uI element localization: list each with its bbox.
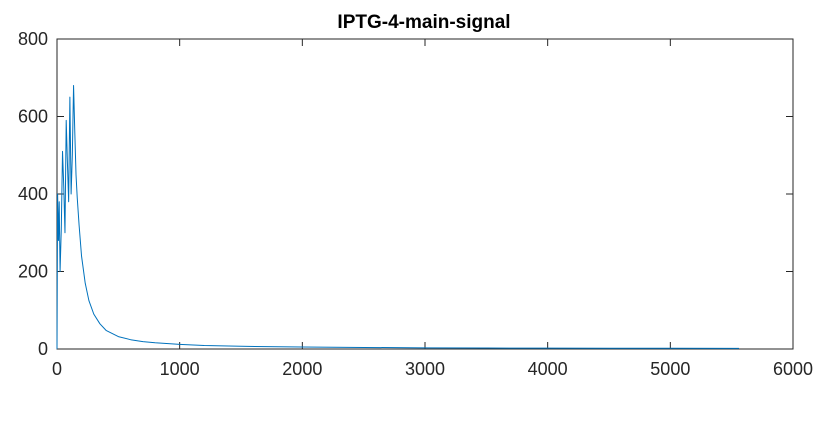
series-layer	[56, 85, 740, 350]
y-tick-label: 0	[38, 339, 48, 359]
x-tick-label: 5000	[650, 359, 690, 379]
x-tick-label: 4000	[528, 359, 568, 379]
chart-title: IPTG-4-main-signal	[337, 12, 510, 33]
y-tick-label: 800	[18, 29, 48, 49]
x-tick-label: 2000	[282, 359, 322, 379]
y-tick-label: 200	[18, 262, 48, 282]
y-tick-label: 600	[18, 107, 48, 127]
tick-labels: 0 1000 2000 3000 4000 5000 6000 0 200 400 600 800	[18, 29, 813, 379]
x-tick-label: 6000	[773, 359, 813, 379]
x-tick-label: 3000	[405, 359, 445, 379]
x-tick-label: 1000	[160, 359, 200, 379]
series-line	[56, 85, 740, 350]
x-tick-label: 0	[52, 359, 62, 379]
y-tick-label: 400	[18, 184, 48, 204]
plot-area-frame	[56, 38, 794, 350]
